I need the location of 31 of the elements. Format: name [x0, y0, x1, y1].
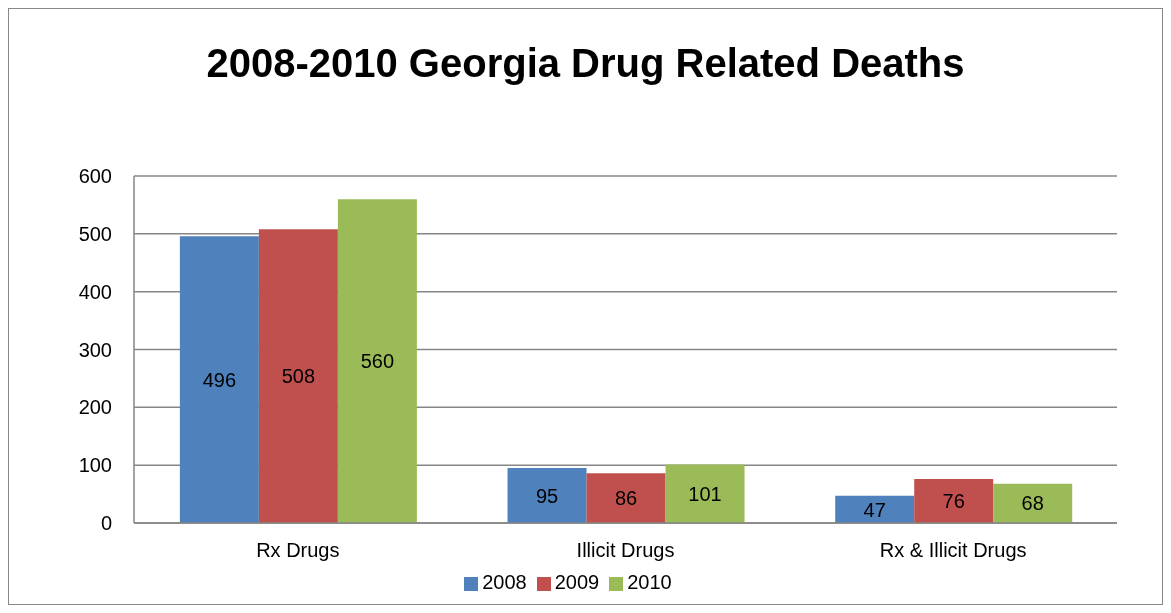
legend-label: 2010 — [627, 571, 672, 593]
y-tick-label: 300 — [78, 338, 112, 361]
x-tick-label: Rx Drugs — [256, 539, 340, 562]
bar — [179, 236, 259, 523]
y-tick-label: 400 — [78, 280, 112, 303]
data-label: 95 — [535, 484, 559, 507]
x-tick-label: Rx & Illicit Drugs — [879, 539, 1027, 562]
data-label: 496 — [202, 368, 237, 391]
data-label: 47 — [863, 498, 886, 521]
data-label: 86 — [614, 487, 638, 510]
bar — [993, 483, 1073, 523]
bar — [914, 479, 994, 523]
data-label: 76 — [942, 490, 965, 513]
data-label: 68 — [1021, 492, 1044, 515]
y-tick-label: 500 — [78, 222, 112, 245]
data-label: 101 — [688, 482, 722, 505]
chart-title: 2008-2010 Georgia Drug Related Deaths — [205, 40, 966, 87]
data-label: 560 — [360, 350, 395, 373]
legend-label: 2008 — [482, 571, 527, 593]
bar — [586, 473, 666, 523]
bar — [337, 199, 417, 523]
y-tick-label: 600 — [78, 165, 112, 188]
y-tick-label: 200 — [78, 396, 112, 419]
data-label: 508 — [281, 365, 316, 388]
bar — [665, 464, 745, 523]
bar — [507, 468, 587, 523]
y-tick-label: 100 — [78, 454, 112, 477]
x-tick-label: Illicit Drugs — [576, 539, 675, 562]
legend-label: 2009 — [554, 571, 600, 593]
y-tick-label: 0 — [100, 512, 112, 535]
bar — [258, 229, 338, 523]
